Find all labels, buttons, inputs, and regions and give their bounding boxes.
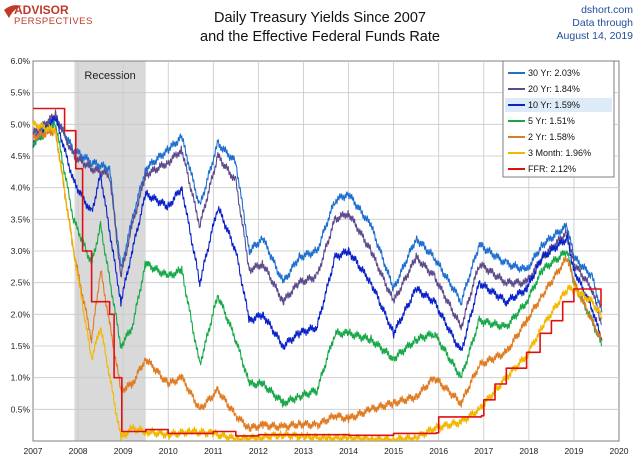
legend-box [502, 60, 615, 178]
legend: 30 Yr: 2.03% 20 Yr: 1.84% 10 Yr: 1.59% 5 Yr… [502, 60, 615, 178]
legend-label-30-yr: 30 Yr: 2.03% [528, 68, 580, 78]
y-tick-label: 2.5% [11, 278, 31, 288]
chart-title-line-1: Daily Treasury Yields Since 2007 [214, 10, 426, 26]
y-axis-ticks: 6.0% 5.5% 5.0% 4.5% 4.0% 3.5% 3.0% 2.5% 2.0% 1.5%… [11, 56, 31, 414]
x-tick-label: 2014 [339, 446, 358, 456]
grid-lines [33, 61, 619, 441]
recession-label: Recession [84, 70, 135, 82]
series-lines [32, 107, 603, 441]
x-tick-label: 2016 [429, 446, 448, 456]
x-tick-label: 2015 [384, 446, 403, 456]
x-tick-label: 2012 [249, 446, 268, 456]
legend-label-2-yr: 2 Yr: 1.58% [528, 132, 575, 142]
y-tick-label: 3.0% [11, 246, 31, 256]
series-line-20-yr [32, 109, 603, 331]
x-tick-label: 2013 [294, 446, 313, 456]
legend-label-20-yr: 20 Yr: 1.84% [528, 84, 580, 94]
logo-swoosh-icon [4, 5, 22, 18]
x-axis-ticks: 2007 2008 2009 2010 2011 2012 2013 2014 2015 2016… [24, 446, 629, 456]
x-tick-label: 2009 [114, 446, 133, 456]
y-tick-label: 1.5% [11, 341, 31, 351]
source-site: dshort.com [581, 4, 633, 16]
legend-label-3-month: 3 Month: 1.96% [528, 148, 591, 158]
y-tick-label: 5.5% [11, 88, 31, 98]
logo-tagline: PERSPECTIVES [14, 16, 93, 27]
x-tick-label: 2011 [204, 446, 223, 456]
x-tick-label: 2010 [159, 446, 178, 456]
y-tick-label: 2.0% [11, 309, 31, 319]
series-line-30-yr [32, 115, 603, 313]
x-tick-label: 2008 [69, 446, 88, 456]
legend-label-5-yr: 5 Yr: 1.51% [528, 116, 575, 126]
advisor-perspectives-logo: ADVISOR PERSPECTIVES [4, 3, 93, 27]
y-tick-label: 1.0% [11, 373, 31, 383]
source-date: August 14, 2019 [557, 30, 634, 42]
y-tick-label: 6.0% [11, 56, 31, 66]
x-tick-label: 2017 [474, 446, 493, 456]
x-tick-label: 2019 [564, 446, 583, 456]
legend-label-ffr: FFR: 2.12% [528, 164, 576, 174]
x-tick-label: 2020 [610, 446, 629, 456]
series-line-5-yr [32, 120, 603, 408]
chart-title-line-2: and the Effective Federal Funds Rate [200, 29, 440, 45]
y-tick-label: 5.0% [11, 119, 31, 129]
legend-label-10-yr: 10 Yr: 1.59% [528, 100, 580, 110]
series-line-2-yr [32, 126, 603, 433]
y-tick-label: 4.0% [11, 183, 31, 193]
series-line-ffr [33, 107, 602, 437]
legend-highlight [505, 98, 612, 112]
y-tick-label: 0.5% [11, 404, 31, 414]
y-tick-label: 3.5% [11, 214, 31, 224]
y-tick-label: 4.5% [11, 151, 31, 161]
x-tick-label: 2007 [24, 446, 43, 456]
logo-name: ADVISOR [14, 3, 69, 17]
series-line-10-yr [32, 115, 603, 351]
source-note: Data through [572, 17, 633, 29]
x-tick-label: 2018 [519, 446, 538, 456]
